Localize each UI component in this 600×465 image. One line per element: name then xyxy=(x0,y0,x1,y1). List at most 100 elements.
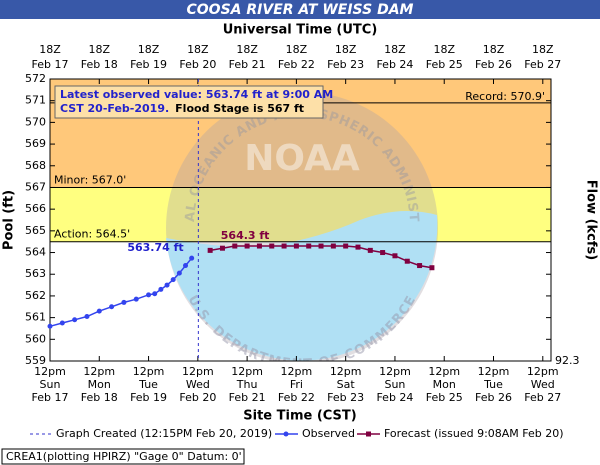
x-tick-label: Feb 22 xyxy=(278,391,315,404)
footer: CREA1(plotting HPIRZ) "Gage 0" Datum: 0' xyxy=(6,450,242,463)
x-tick-label: 12pm xyxy=(34,365,66,378)
top-x-tick-label: Feb 23 xyxy=(327,58,364,71)
x-tick-label: 12pm xyxy=(527,365,559,378)
annotation-box xyxy=(54,85,324,119)
x-tick-label: Feb 19 xyxy=(130,391,167,404)
legend-swatch xyxy=(366,431,371,437)
top-x-tick-label: Feb 27 xyxy=(524,58,561,71)
series-marker xyxy=(269,243,275,249)
x-tick-label: 12pm xyxy=(133,365,165,378)
series-marker xyxy=(293,243,299,249)
footer-box xyxy=(1,448,245,465)
top-x-tick-label: 18Z xyxy=(384,43,406,56)
series-marker xyxy=(109,304,115,310)
y-axis-title: Pool (ft) xyxy=(2,190,17,250)
x-tick-label: Feb 27 xyxy=(524,391,561,404)
series-marker xyxy=(207,247,213,253)
x-tick-label: Mon xyxy=(88,378,111,391)
x-tick-label: Sun xyxy=(40,378,61,391)
x-tick-label: 12pm xyxy=(330,365,362,378)
title-bar xyxy=(0,0,600,19)
top-x-tick-label: Feb 20 xyxy=(179,58,216,71)
top-x-tick-label: Feb 21 xyxy=(229,58,266,71)
x-tick-label: 12pm xyxy=(379,365,411,378)
x-tick-label: 12pm xyxy=(428,365,460,378)
top-x-tick-label: Feb 25 xyxy=(426,58,463,71)
top-x-tick-label: Feb 18 xyxy=(81,58,118,71)
y2-tick-label: 92.3 xyxy=(555,354,580,367)
y-tick-label: 566 xyxy=(25,202,46,215)
x-axis-title: Site Time (CST) xyxy=(243,409,356,424)
y-tick-label: 560 xyxy=(25,332,46,345)
top-x-tick-label: 18Z xyxy=(335,43,357,56)
y-tick-label: 567 xyxy=(25,180,46,193)
legend-label: Forecast (issued 9:08AM Feb 20) xyxy=(384,427,564,440)
x-tick-label: Fri xyxy=(290,378,303,391)
top-x-tick-label: 18Z xyxy=(138,43,160,56)
top-x-tick-label: 18Z xyxy=(532,43,554,56)
x-tick-label: Feb 26 xyxy=(475,391,512,404)
top-x-tick-label: 18Z xyxy=(39,43,61,56)
y-tick-label: 564 xyxy=(25,246,46,259)
series-marker xyxy=(219,245,225,251)
y-tick-label: 568 xyxy=(25,159,46,172)
series-marker xyxy=(232,243,238,249)
top-axis-title: Universal Time (UTC) xyxy=(223,23,378,38)
series-marker xyxy=(256,243,262,249)
legend-label: Graph Created (12:15PM Feb 20, 2019) xyxy=(56,427,272,440)
series-marker xyxy=(121,299,127,305)
series-marker xyxy=(306,243,312,249)
series-marker xyxy=(146,292,152,298)
series-marker xyxy=(318,243,324,249)
top-x-tick-label: 18Z xyxy=(89,43,111,56)
threshold-label: Record: 570.9' xyxy=(465,90,545,103)
chart-title: COOSA RIVER AT WEISS DAM xyxy=(187,2,414,18)
plot-frame xyxy=(49,78,552,362)
point-label: 563.74 ft xyxy=(127,241,183,254)
x-tick-label: Feb 18 xyxy=(81,391,118,404)
watermark-center: NOAA xyxy=(244,138,360,179)
x-tick-label: Feb 17 xyxy=(32,391,69,404)
x-tick-label: Wed xyxy=(186,378,210,391)
series-marker xyxy=(133,296,139,302)
x-tick-label: 12pm xyxy=(182,365,214,378)
series-marker xyxy=(158,286,164,292)
action-band xyxy=(50,187,551,242)
x-tick-label: 12pm xyxy=(83,365,115,378)
top-x-tick-label: 18Z xyxy=(483,43,505,56)
annotation-line1: Latest observed value: 563.74 ft at 9:00… xyxy=(60,88,333,101)
point-label: 564.3 ft xyxy=(221,229,270,242)
y-tick-label: 569 xyxy=(25,137,46,150)
top-x-tick-label: Feb 19 xyxy=(130,58,167,71)
x-tick-label: Thu xyxy=(236,378,258,391)
x-tick-label: Feb 20 xyxy=(179,391,216,404)
top-x-tick-label: Feb 24 xyxy=(376,58,413,71)
y-tick-label: 562 xyxy=(25,289,46,302)
y-tick-label: 565 xyxy=(25,224,46,237)
series-marker xyxy=(330,243,336,249)
top-x-tick-label: Feb 26 xyxy=(475,58,512,71)
series-marker xyxy=(404,258,410,264)
threshold-label: Minor: 567.0' xyxy=(54,173,126,186)
series-marker xyxy=(152,291,158,297)
annotation-flood: Flood Stage is 567 ft xyxy=(175,102,304,115)
series-marker xyxy=(47,323,53,329)
y-tick-label: 571 xyxy=(25,94,46,107)
top-x-tick-label: 18Z xyxy=(236,43,258,56)
y-tick-label: 572 xyxy=(25,72,46,85)
y-tick-label: 563 xyxy=(25,267,46,280)
y-tick-label: 561 xyxy=(25,311,46,324)
x-tick-label: Sat xyxy=(337,378,356,391)
y2-axis-title: Flow (kcfs) xyxy=(584,180,599,260)
top-x-tick-label: Feb 22 xyxy=(278,58,315,71)
annotation-line2: CST 20-Feb-2019. Flood Stage is 567 ft xyxy=(60,102,304,115)
series-marker xyxy=(170,277,176,283)
top-x-tick-label: 18Z xyxy=(433,43,455,56)
series-marker xyxy=(417,263,423,269)
legend-swatch xyxy=(283,431,289,437)
x-tick-label: Tue xyxy=(138,378,158,391)
series-marker xyxy=(176,270,182,276)
x-tick-label: Mon xyxy=(433,378,456,391)
series-marker xyxy=(84,314,90,320)
